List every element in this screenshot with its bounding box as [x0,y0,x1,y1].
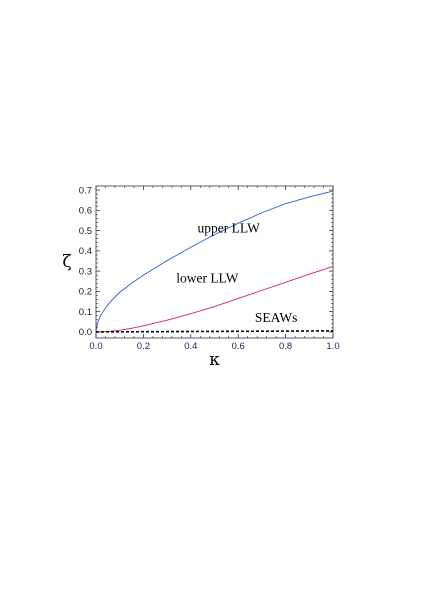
x-axis: 0.0 0.2 0.4 0.6 0.8 1.0 [89,186,339,352]
x-axis-label: κ [209,350,220,370]
y-tick-label: 0.6 [79,206,92,217]
x-tick-label: 1.0 [326,341,339,352]
annotation-label: SEAWs [255,310,297,325]
x-tick-label: 0.0 [89,341,102,352]
y-tick-label: 0.3 [79,266,92,277]
y-tick-label: 0.5 [79,226,92,237]
annotation-label: lower LLW [176,270,239,285]
x-tick-label: 0.4 [184,341,197,352]
series-line-upper-llw [96,191,333,332]
annotation-label: upper LLW [198,221,261,236]
x-tick-label: 0.8 [279,341,292,352]
x-tick-label: 0.2 [137,341,150,352]
y-tick-label: 0.7 [79,185,92,196]
plot-area-border [96,186,333,338]
plot-frame [96,186,333,338]
x-tick-label: 0.6 [232,341,245,352]
y-tick-label: 0.1 [79,307,92,318]
y-axis-label: ζ [62,252,71,272]
series-line-seaws [96,331,333,332]
y-tick-label: 0.4 [79,246,92,257]
series-layer [96,191,333,332]
annotations-layer: upper LLW lower LLW SEAWs [176,221,297,325]
y-tick-label: 0.2 [79,287,92,298]
y-tick-label: 0.0 [79,327,92,338]
